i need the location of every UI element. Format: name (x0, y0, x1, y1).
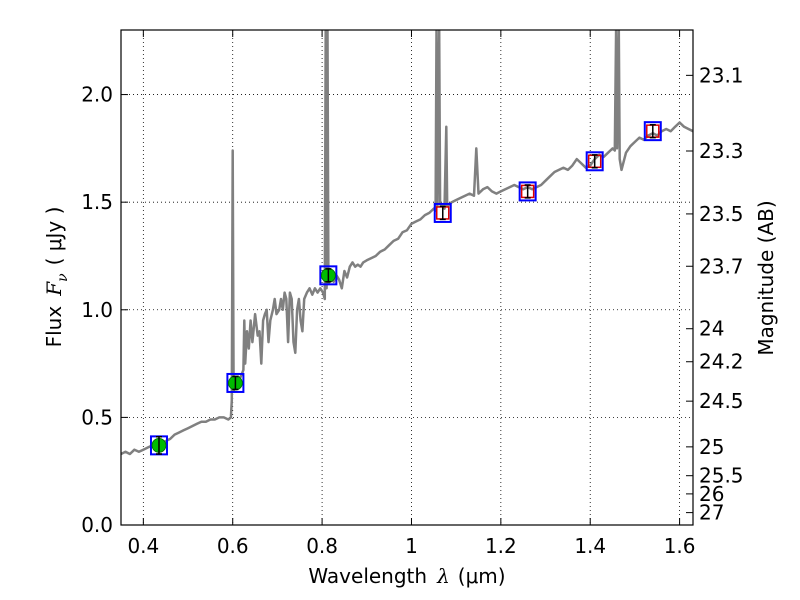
model-box (518, 181, 537, 202)
photometry-points (149, 121, 662, 456)
y-tick-label: 2.0 (81, 83, 113, 107)
model-box (643, 121, 662, 142)
x-tick-label: 0.6 (217, 534, 249, 558)
right-tick-label: 23.7 (699, 254, 744, 278)
right-tick-label: 25 (699, 435, 724, 459)
spectrum-line (121, 30, 693, 456)
gridlines (121, 30, 693, 526)
x-tick-label: 0.4 (127, 534, 159, 558)
y-tick-label: 1.0 (81, 298, 113, 322)
right-tick-label: 24.2 (699, 350, 744, 374)
right-tick-label: 25.5 (699, 464, 744, 488)
right-tick-label: 23.3 (699, 139, 744, 163)
model-box (226, 372, 245, 393)
x-tick-label: 1.4 (574, 534, 606, 558)
x-axis-title: Wavelength λ (μm) (308, 564, 505, 588)
plot-frame (120, 29, 694, 526)
x-tick-label: 1.2 (485, 534, 517, 558)
x-tick-label: 1.6 (664, 534, 696, 558)
x-tick-label: 0.8 (306, 534, 338, 558)
model-box (433, 202, 452, 223)
axis-ticks: 0.4 0.6 0.8 1 1.2 1.4 1.6 0.0 0.5 1.0 1.5 2.0 23.1 23… (81, 30, 744, 558)
x-tick-label: 1 (405, 534, 418, 558)
y-axis-title: FluxFν( μJy ) (42, 207, 71, 348)
y-tick-label: 1.5 (81, 190, 113, 214)
y-tick-label: 0.5 (81, 405, 113, 429)
right-tick-label: 23.1 (699, 63, 744, 87)
right-axis-title: Magnitude (AB) (754, 200, 778, 355)
right-tick-label: 27 (699, 501, 724, 525)
spectrum-series (121, 30, 693, 456)
right-tick-label: 24.5 (699, 389, 744, 413)
right-tick-label: 24 (699, 317, 724, 341)
right-tick-label: 23.5 (699, 202, 744, 226)
right-tick-label: 26 (699, 482, 724, 506)
model-box (319, 265, 338, 286)
model-box (585, 151, 604, 172)
y-tick-label: 0.0 (81, 513, 113, 537)
